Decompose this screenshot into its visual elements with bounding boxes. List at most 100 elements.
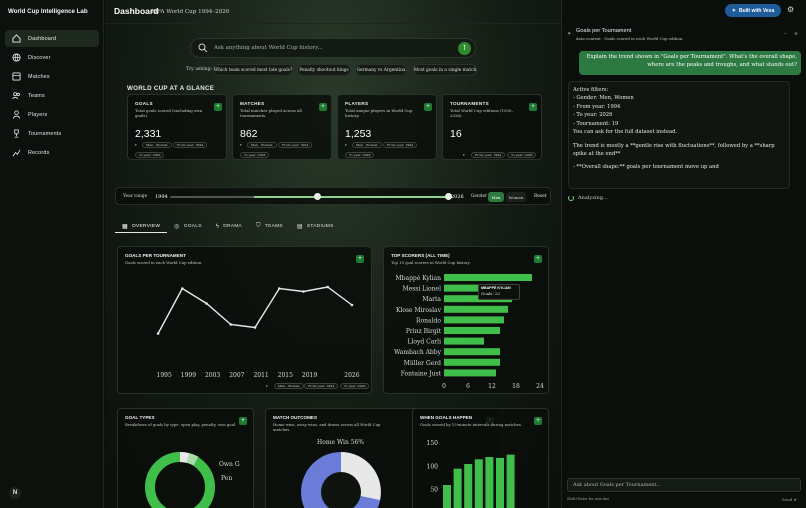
goals-point <box>253 326 257 329</box>
suggestion-chip[interactable]: Which team scored most late goals? <box>213 64 293 76</box>
add-to-chat-icon[interactable]: + <box>214 103 222 111</box>
minimize-icon[interactable]: – <box>784 31 787 37</box>
add-to-chat-icon[interactable]: + <box>239 417 247 425</box>
shield-icon: ⛉ <box>256 223 261 229</box>
filter-pill[interactable]: To year: 2026 <box>135 152 165 158</box>
gear-icon[interactable]: ⚙ <box>787 5 795 14</box>
filter-pill[interactable]: From year: 1994 <box>173 142 208 148</box>
vexa-label: Built with Vexa <box>738 7 775 14</box>
goals-per-tournament-panel: GOALS PER TOURNAMENT Goals scored in eac… <box>117 246 372 394</box>
tooltip-title: MBAPPÉ KYLIAN <box>481 286 511 290</box>
x-tick-label: 2019 <box>302 372 317 379</box>
filter-pill[interactable]: To year: 2026 <box>507 152 537 158</box>
suggestions-label: Try asking: <box>186 67 213 72</box>
gender-men-toggle[interactable]: Men <box>488 192 504 202</box>
send-button[interactable]: Send ➤ <box>782 497 797 502</box>
goals-point <box>156 332 160 335</box>
filter-pill[interactable]: Men · Women <box>352 142 382 148</box>
add-to-chat-icon[interactable]: + <box>534 417 542 425</box>
add-to-chat-icon[interactable]: + <box>319 103 327 111</box>
assistant-line: - Gender: Men, Women <box>573 95 634 102</box>
sidebar-item-discover[interactable]: Discover <box>5 49 99 66</box>
add-to-chat-icon[interactable]: + <box>529 103 537 111</box>
filter-pill[interactable]: Men · Women <box>247 142 277 148</box>
reset-button[interactable]: Reset <box>534 194 547 199</box>
interval-bar <box>464 464 473 508</box>
filter-pill[interactable]: To year: 2026 <box>345 152 375 158</box>
y-tick-label: 150 <box>427 440 439 447</box>
sidebar-item-dashboard[interactable]: Dashboard <box>5 30 99 47</box>
filter-pill[interactable]: Men · Women <box>274 383 304 389</box>
filter-pill[interactable]: To year: 2026 <box>240 152 270 158</box>
vexa-button[interactable]: ✦ Built with Vexa <box>725 4 781 17</box>
tab-label: OVERVIEW <box>131 223 161 229</box>
scorer-bar <box>444 327 500 334</box>
search-bar[interactable]: Ask anything about World Cup history... … <box>190 38 476 58</box>
when-goals-panel: WHEN GOALS HAPPEN Goals scored by 15-min… <box>412 408 549 508</box>
filter-pill[interactable]: From year: 1994 <box>278 142 313 148</box>
stat-label: MATCHES <box>240 101 265 106</box>
stat-card-matches: MATCHES Total matches played across all … <box>232 94 332 160</box>
assistant-line: - From year: 1994 <box>573 103 621 110</box>
home-icon <box>9 32 23 46</box>
stat-desc: Total matches played across all tourname… <box>240 108 302 119</box>
sidebar-item-records[interactable]: Records <box>5 144 99 161</box>
year-slider-handle-start[interactable] <box>314 193 321 200</box>
interval-bar <box>443 485 451 508</box>
interval-bar <box>506 454 515 508</box>
goal-types-donut: Own G Pen <box>145 452 240 508</box>
gender-women-toggle[interactable]: Women <box>506 192 526 202</box>
sidebar-item-players[interactable]: Players <box>5 106 99 123</box>
goals-point <box>181 287 184 290</box>
donut-slice-penalty <box>186 453 199 466</box>
sidebar-item-label: Records <box>28 149 50 156</box>
assistant-message: Active filters: - Gender: Men, Women - F… <box>568 81 790 189</box>
submit-arrow-icon[interactable]: ↑ <box>458 41 471 55</box>
add-to-chat-icon[interactable]: + <box>534 255 542 263</box>
stat-value: 16 <box>450 128 462 140</box>
filter-icon: ▾ <box>135 143 137 147</box>
tab-label: DRAMA <box>223 224 243 229</box>
tab-teams[interactable]: ⛉ TEAMS <box>249 220 290 233</box>
filter-pill[interactable]: Men · Women <box>142 142 172 148</box>
suggestion-chip[interactable]: Germany vs Argentina <box>355 64 407 76</box>
interval-bar <box>485 457 494 508</box>
sidebar: World Cup Intelligence Lab Dashboard Dis… <box>0 0 104 508</box>
donut-slice-open-play <box>145 452 215 508</box>
year-range-filter: Year range 1994 2026 Gender Men Women Re… <box>115 187 551 205</box>
suggestion-chip[interactable]: Most goals in a single match <box>413 64 477 76</box>
add-to-chat-icon[interactable]: + <box>424 103 432 111</box>
close-icon[interactable]: × <box>794 31 799 37</box>
suggestion-chip[interactable]: Penalty shootout kings <box>297 64 351 76</box>
assistant-line: - To year: 2026 <box>573 112 613 119</box>
filter-pill[interactable]: To year: 2026 <box>340 383 370 389</box>
chat-input[interactable]: Ask about Goals per Tournament... <box>567 478 801 492</box>
search-input[interactable]: Ask anything about World Cup history... <box>214 45 323 51</box>
tab-stadiums[interactable]: ▤ STADIUMS <box>290 220 341 233</box>
assistant-line: Active filters: <box>573 87 609 93</box>
tab-overview[interactable]: ▦ OVERVIEW <box>115 220 168 233</box>
x-tick-label: 2003 <box>205 372 220 379</box>
dashboard-tabs: ▦ OVERVIEW ◎ GOALS ϟ DRAMA ⛉ TEAMS ▤ STADIUMS <box>115 220 341 233</box>
year-slider-handle-end[interactable] <box>445 193 452 200</box>
filter-pill[interactable]: From year: 1994 <box>383 142 418 148</box>
tab-goals[interactable]: ◎ GOALS <box>167 220 209 233</box>
filter-pill[interactable]: From year: 1994 <box>471 152 506 158</box>
sparkle-icon: ✦ <box>731 7 736 14</box>
avatar[interactable]: N <box>9 487 21 499</box>
sidebar-item-tournaments[interactable]: Tournaments <box>5 125 99 142</box>
scorer-bar <box>444 337 484 345</box>
stat-desc: Total World Cup editions (1930–2026). <box>450 108 514 119</box>
add-to-chat-icon[interactable]: + <box>356 255 364 263</box>
sidebar-item-teams[interactable]: Teams <box>5 87 99 104</box>
filter-pill[interactable]: From year: 1994 <box>304 383 339 389</box>
year-to-value: 2026 <box>451 194 464 200</box>
stat-card-tournaments: TOURNAMENTS Total World Cup editions (19… <box>442 94 542 160</box>
tab-drama[interactable]: ϟ DRAMA <box>209 220 249 233</box>
sidebar-item-matches[interactable]: Matches <box>5 68 99 85</box>
panel-desc: Home wins, away wins, and draws across a… <box>273 422 381 433</box>
panel-desc: Goals scored in each World Cup edition. <box>125 260 203 265</box>
x-tick-label: 2015 <box>278 372 293 379</box>
year-range-label: Year range <box>123 194 148 199</box>
scorer-label: Müller Gerd <box>404 360 441 367</box>
